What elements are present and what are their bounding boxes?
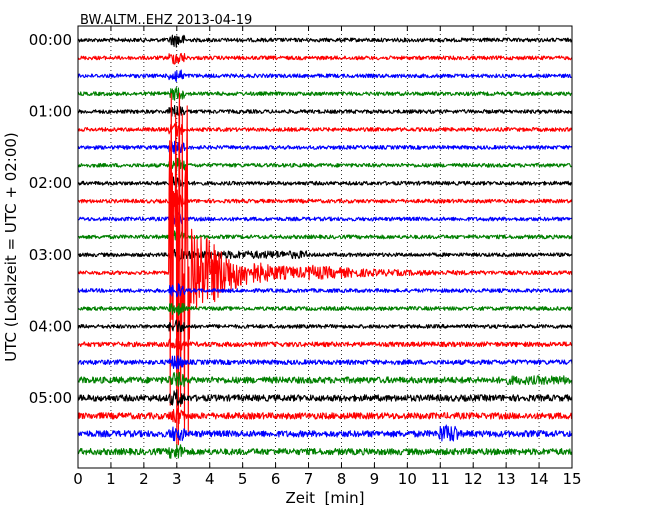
y-tick-label: 02:00 [29,174,72,192]
x-tick-label: 11 [431,470,450,488]
seismic-trace-17 [78,338,572,351]
seismic-trace-2 [78,69,572,82]
x-tick-label: 14 [530,470,549,488]
x-tick-label: 4 [205,470,215,488]
seismic-trace-11 [78,230,572,245]
seismic-trace-18 [78,355,572,370]
seismic-trace-9 [78,192,572,208]
x-axis-label: Zeit [min] [285,489,364,507]
x-tick-label: 2 [139,470,149,488]
y-axis-label: UTC (Lokalzeit = UTC + 02:00) [2,132,20,362]
seismic-trace-7 [78,157,572,174]
x-tick-label: 1 [106,470,116,488]
seismic-trace-12 [78,247,572,262]
y-tick-label: 00:00 [29,31,72,49]
seismic-trace-0 [78,34,572,48]
seismic-trace-20 [78,389,572,406]
y-tick-label: 03:00 [29,246,72,264]
x-tick-label: 13 [497,470,516,488]
seismic-trace-22 [78,424,572,442]
seismic-trace-1 [78,52,572,65]
seismic-trace-16 [78,319,572,333]
seismic-trace-4 [78,104,572,118]
seismic-trace-5 [78,122,572,137]
seismic-trace-21 [78,407,572,425]
seismic-trace-10 [78,212,572,225]
seismic-trace-13 [78,92,572,453]
x-axis-ticks: 0 1 2 3 4 5 6 7 8 9 10 11 12 13 14 15 [73,26,582,488]
plot-frame [77,25,573,469]
y-tick-label: 04:00 [29,317,72,335]
x-tick-label: 15 [562,470,581,488]
seismic-trace-14 [78,283,572,298]
seismic-trace-23 [78,444,572,459]
x-tick-label: 8 [337,470,347,488]
x-tick-label: 7 [304,470,314,488]
seismic-trace-19 [78,371,572,387]
x-tick-label: 5 [238,470,248,488]
y-tick-label: 01:00 [29,103,72,121]
x-tick-label: 10 [398,470,417,488]
y-axis-ticks: 00:00 01:00 02:00 03:00 04:00 05:00 [29,31,572,407]
x-tick-label: 12 [464,470,483,488]
trace-group [78,34,572,459]
x-tick-label: 0 [73,470,83,488]
seismic-trace-15 [78,302,572,316]
seismic-trace-3 [78,86,572,101]
seismic-trace-6 [78,140,572,154]
seismic-trace-8 [78,176,572,189]
x-tick-label: 6 [271,470,281,488]
chart-title: BW.ALTM..EHZ 2013-04-19 [80,13,252,28]
x-tick-label: 3 [172,470,182,488]
x-tick-label: 9 [370,470,380,488]
plot-background [78,26,572,468]
y-tick-label: 05:00 [29,389,72,407]
